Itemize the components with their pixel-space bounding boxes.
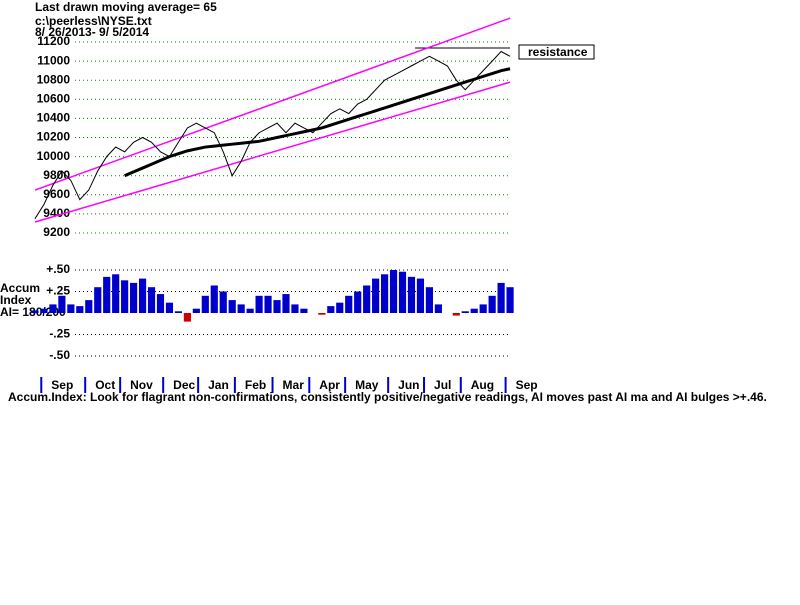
- bar: [67, 304, 75, 313]
- y-tick-label: +.25: [46, 284, 70, 298]
- bar: [174, 311, 183, 313]
- y-tick-label: 11000: [37, 53, 70, 67]
- bar: [121, 280, 129, 313]
- x-tick-label: Jul: [434, 378, 451, 392]
- y-tick-label: -.25: [49, 327, 70, 341]
- bar: [255, 295, 263, 313]
- y-tick-label: 10600: [37, 91, 71, 105]
- bar: [183, 313, 191, 322]
- bar: [112, 274, 120, 313]
- annotation-box: [518, 44, 595, 60]
- bar: [327, 306, 335, 313]
- bar: [407, 276, 416, 313]
- annotation: resistance: [528, 45, 588, 59]
- bar: [461, 311, 469, 313]
- bar: [389, 270, 398, 313]
- bar: [138, 278, 147, 313]
- bar: [103, 276, 111, 313]
- bar: [76, 306, 84, 313]
- price-line: [34, 50, 511, 219]
- bar: [291, 304, 299, 313]
- price-line: [124, 67, 511, 178]
- x-tick-label: Sep: [516, 378, 538, 392]
- y-tick-label: 10000: [37, 149, 71, 163]
- bar: [201, 295, 209, 313]
- bar: [345, 295, 353, 313]
- x-tick-label: Jan: [208, 378, 229, 392]
- bar: [497, 282, 505, 313]
- bar: [58, 295, 66, 313]
- bar: [219, 291, 227, 313]
- bar: [470, 308, 478, 313]
- x-tick-label: Jun: [398, 378, 419, 392]
- bar: [398, 271, 407, 313]
- y-tick-label: +.50: [46, 262, 70, 276]
- y-tick-label: 10800: [37, 72, 71, 86]
- bar: [452, 313, 460, 316]
- bar: [372, 278, 380, 313]
- x-tick-label: May: [355, 378, 379, 392]
- bar: [354, 291, 362, 313]
- bar: [434, 304, 442, 313]
- date-range: 8/ 26/2013- 9/ 5/2014: [35, 25, 149, 39]
- footnote: Accum.Index: Look for flagrant non-confi…: [8, 390, 767, 404]
- x-tick-label: Dec: [173, 378, 195, 392]
- trend-line: [34, 17, 511, 191]
- trend-line: [34, 81, 511, 223]
- bar: [85, 300, 93, 313]
- y-tick-label: -.50: [49, 348, 70, 362]
- bar: [40, 308, 48, 313]
- y-tick-label: 10400: [37, 111, 71, 125]
- bar: [130, 282, 138, 313]
- bar: [49, 304, 57, 313]
- bar: [228, 300, 236, 313]
- y-tick-label: 9600: [43, 187, 70, 201]
- bar: [246, 308, 254, 313]
- bar: [425, 287, 433, 313]
- bar: [31, 310, 39, 313]
- x-tick-label: Oct: [95, 378, 115, 392]
- y-tick-label: 9800: [43, 168, 70, 182]
- bar: [380, 274, 389, 313]
- subtitle: c:\peerless\NYSE.txt: [35, 14, 152, 28]
- bar: [156, 294, 165, 313]
- bar: [416, 278, 425, 313]
- x-tick-label: Sep: [51, 378, 73, 392]
- x-tick-label: Aug: [471, 378, 494, 392]
- x-tick-label: Nov: [130, 378, 153, 392]
- bar: [488, 295, 496, 313]
- bar: [336, 302, 344, 313]
- bar: [363, 285, 371, 313]
- bar: [94, 287, 102, 313]
- x-tick-label: Mar: [283, 378, 305, 392]
- y-tick-label: 9400: [43, 206, 70, 220]
- bar: [147, 287, 156, 313]
- y-tick-label: 11200: [37, 34, 70, 48]
- bar: [506, 287, 514, 313]
- x-tick-label: Feb: [245, 378, 266, 392]
- bar: [237, 304, 245, 313]
- chart-title: Last drawn moving average= 65: [35, 0, 217, 14]
- y-tick-label: 10200: [37, 130, 71, 144]
- bar: [210, 285, 218, 313]
- bar: [300, 308, 308, 313]
- x-tick-label: Apr: [319, 378, 340, 392]
- bar: [192, 308, 200, 313]
- bar: [273, 300, 281, 313]
- bar: [165, 302, 174, 313]
- y-axis-label: Index: [0, 293, 32, 307]
- y-axis-label: Accum: [0, 281, 40, 295]
- bar: [479, 304, 487, 313]
- bar: [282, 294, 290, 313]
- bar: [264, 295, 272, 313]
- y-tick-label: 9200: [43, 225, 70, 239]
- bar: [318, 313, 326, 315]
